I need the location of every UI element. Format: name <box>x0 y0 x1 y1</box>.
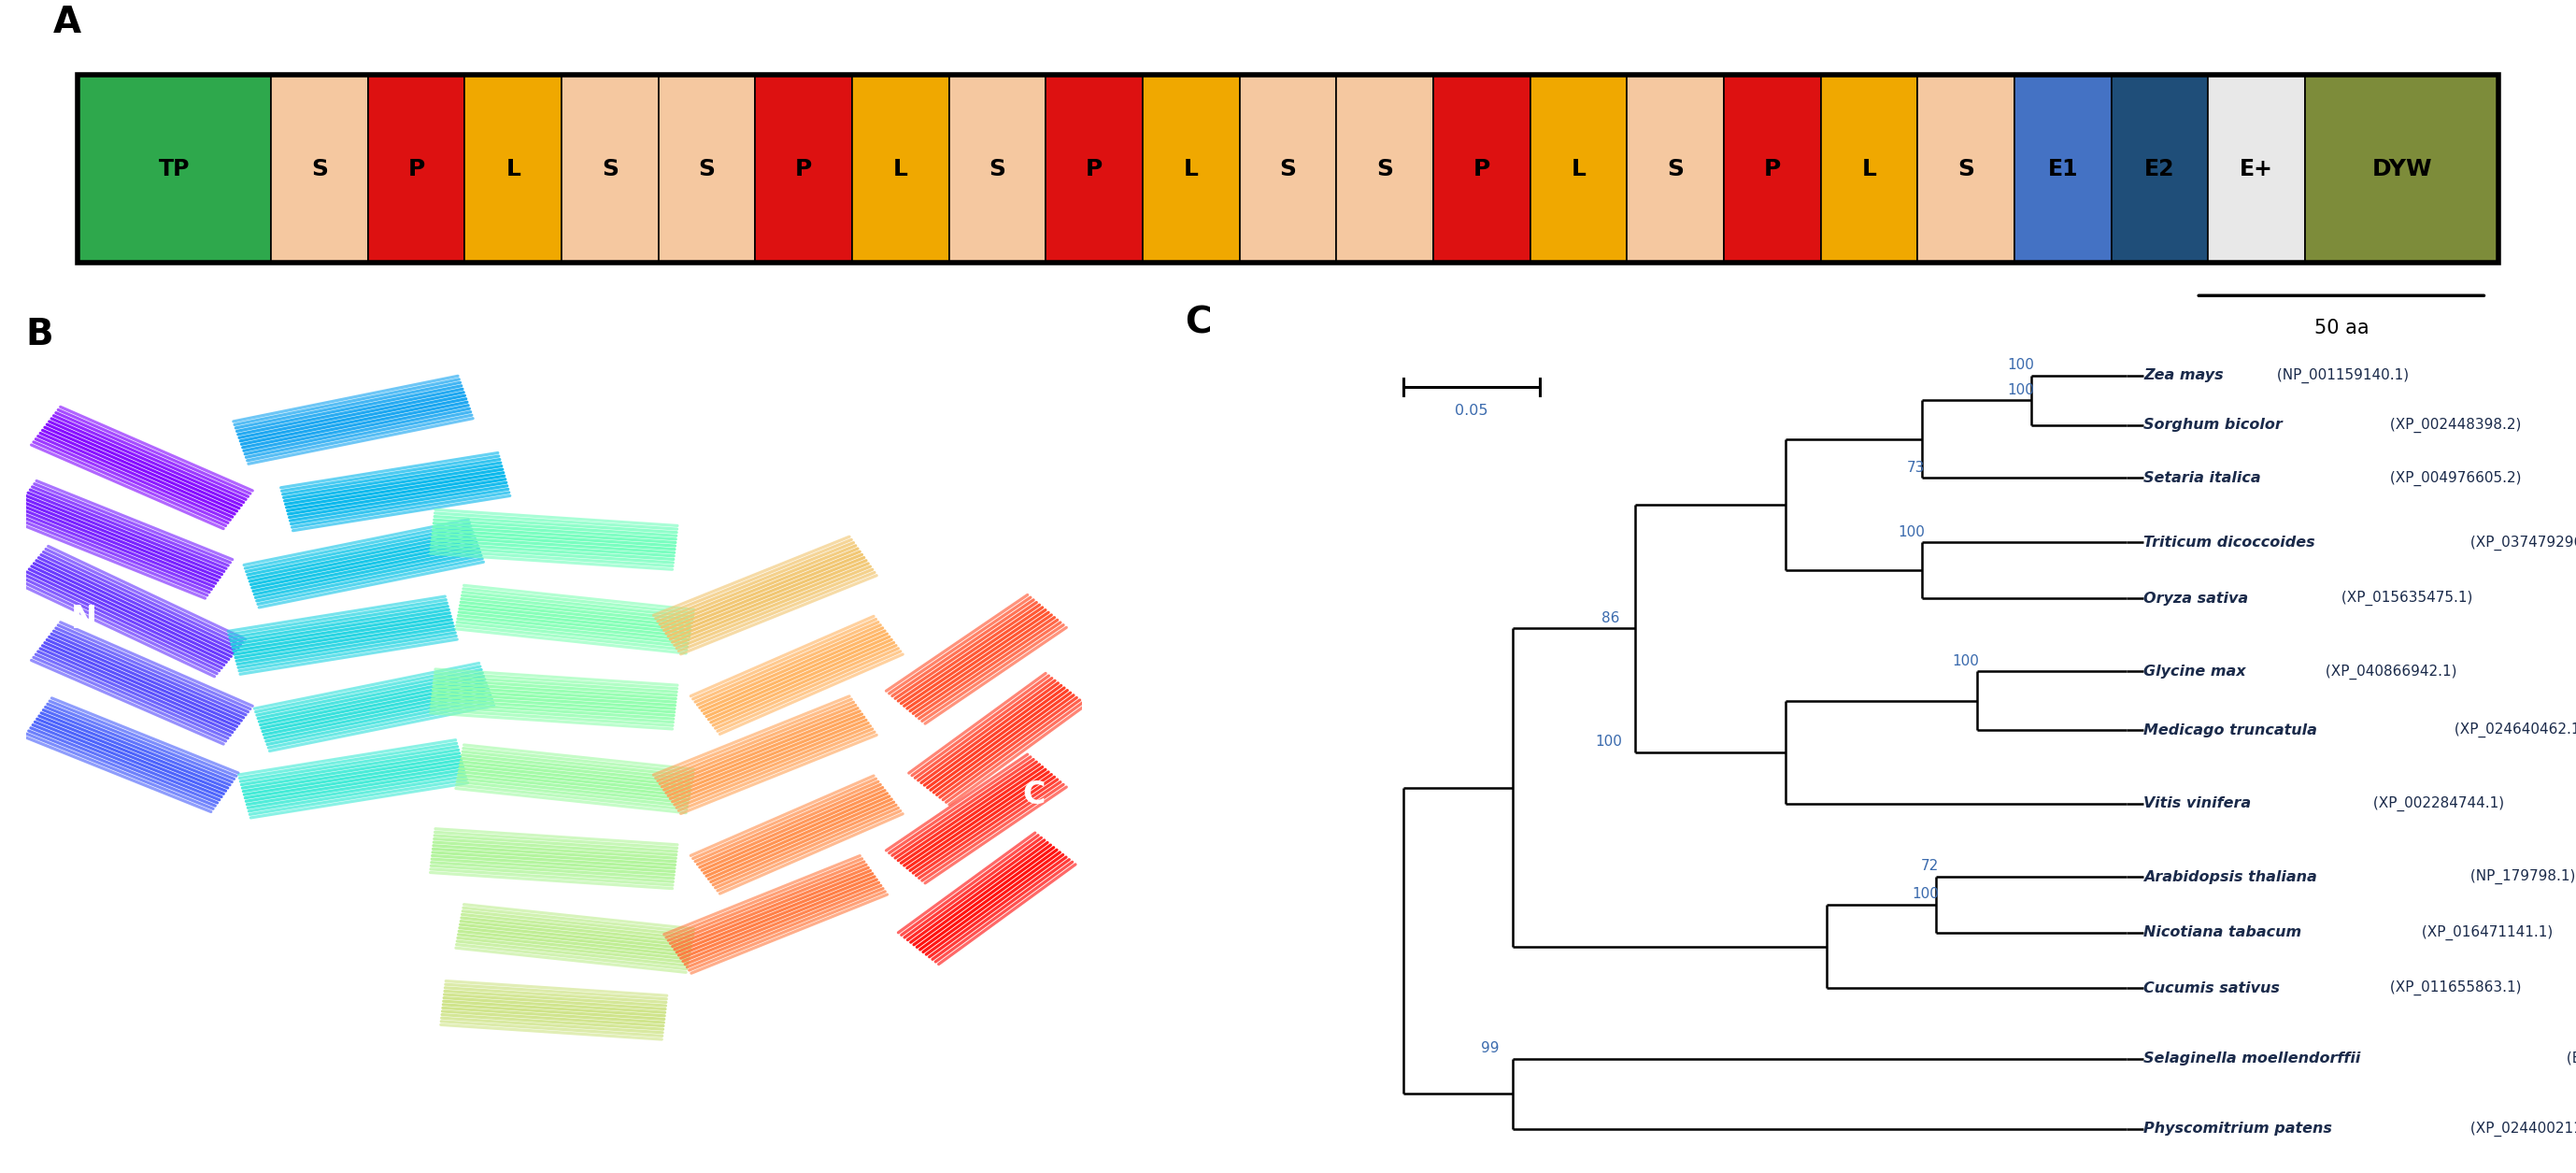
Text: TP: TP <box>160 157 191 181</box>
Text: 99: 99 <box>1481 1042 1499 1056</box>
Bar <box>2014 75 2112 263</box>
Text: Oryza sativa: Oryza sativa <box>2143 591 2249 605</box>
Text: E1: E1 <box>2048 157 2079 181</box>
Text: E+: E+ <box>2239 157 2275 181</box>
Text: (NP_001159140.1): (NP_001159140.1) <box>2272 368 2409 382</box>
Bar <box>1628 75 1723 263</box>
Text: L: L <box>505 157 520 181</box>
Text: S: S <box>603 157 618 181</box>
Bar <box>2208 75 2306 263</box>
Text: C: C <box>1023 779 1046 811</box>
Bar <box>1432 75 1530 263</box>
Bar <box>1239 75 1337 263</box>
Text: S: S <box>312 157 327 181</box>
Text: C: C <box>1185 305 1211 340</box>
Bar <box>948 75 1046 263</box>
Bar <box>2112 75 2208 263</box>
Text: B: B <box>26 317 54 352</box>
Bar <box>755 75 853 263</box>
Text: P: P <box>796 157 811 181</box>
Text: L: L <box>1862 157 1875 181</box>
Text: (XP_024400211.1): (XP_024400211.1) <box>2465 1121 2576 1137</box>
Text: 100: 100 <box>1911 887 1940 901</box>
Text: Triticum dicoccoides: Triticum dicoccoides <box>2143 536 2316 549</box>
Text: S: S <box>1958 157 1973 181</box>
Text: (XP_037479296.1): (XP_037479296.1) <box>2465 535 2576 550</box>
Text: P: P <box>1473 157 1492 181</box>
Text: Sorghum bicolor: Sorghum bicolor <box>2143 419 2282 432</box>
Text: (XP_016471141.1): (XP_016471141.1) <box>2416 925 2553 940</box>
Text: P: P <box>1765 157 1780 181</box>
Text: A: A <box>54 5 82 40</box>
Text: 100: 100 <box>1595 734 1623 748</box>
Text: 100: 100 <box>2007 358 2035 372</box>
Text: 72: 72 <box>1922 860 1940 873</box>
Text: Cucumis sativus: Cucumis sativus <box>2143 982 2280 995</box>
Text: (XP_040866942.1): (XP_040866942.1) <box>2321 664 2458 679</box>
Text: S: S <box>989 157 1005 181</box>
Bar <box>368 75 464 263</box>
Text: 100: 100 <box>2007 382 2035 396</box>
Text: (XP_024640462.1): (XP_024640462.1) <box>2450 723 2576 738</box>
Text: S: S <box>1376 157 1394 181</box>
Text: Nicotiana tabacum: Nicotiana tabacum <box>2143 925 2300 940</box>
Text: 73: 73 <box>1906 461 1924 474</box>
Text: (XP_004976605.2): (XP_004976605.2) <box>2385 470 2522 486</box>
Text: L: L <box>1571 157 1587 181</box>
Bar <box>1917 75 2014 263</box>
Text: (EFJ30900.1): (EFJ30900.1) <box>2563 1052 2576 1065</box>
Text: L: L <box>894 157 907 181</box>
Bar <box>562 75 659 263</box>
Bar <box>1530 75 1628 263</box>
Text: Setaria italica: Setaria italica <box>2143 472 2262 484</box>
Text: 86: 86 <box>1602 611 1620 625</box>
Text: S: S <box>1280 157 1296 181</box>
Text: Medicago truncatula: Medicago truncatula <box>2143 724 2316 737</box>
Text: P: P <box>407 157 425 181</box>
Bar <box>1821 75 1917 263</box>
Bar <box>853 75 948 263</box>
Text: (NP_179798.1): (NP_179798.1) <box>2465 869 2576 884</box>
Text: Glycine max: Glycine max <box>2143 665 2246 678</box>
Text: S: S <box>698 157 716 181</box>
Text: Arabidopsis thaliana: Arabidopsis thaliana <box>2143 870 2316 883</box>
Text: 100: 100 <box>1953 655 1978 667</box>
Text: Zea mays: Zea mays <box>2143 368 2223 382</box>
Bar <box>270 75 368 263</box>
Text: L: L <box>1185 157 1198 181</box>
Text: Vitis vinifera: Vitis vinifera <box>2143 796 2251 811</box>
Text: 0.05: 0.05 <box>1455 404 1489 418</box>
Bar <box>2306 75 2499 263</box>
Bar <box>77 75 270 263</box>
Text: S: S <box>1667 157 1685 181</box>
Text: (XP_015635475.1): (XP_015635475.1) <box>2336 591 2473 605</box>
Bar <box>1337 75 1432 263</box>
Bar <box>1046 75 1144 263</box>
Text: (XP_011655863.1): (XP_011655863.1) <box>2385 981 2522 996</box>
Text: (XP_002448398.2): (XP_002448398.2) <box>2385 418 2522 433</box>
Text: Physcomitrium patens: Physcomitrium patens <box>2143 1123 2331 1135</box>
Bar <box>1723 75 1821 263</box>
Text: 100: 100 <box>1899 526 1924 540</box>
Text: E2: E2 <box>2146 157 2174 181</box>
Bar <box>659 75 755 263</box>
Text: Selaginella moellendorffii: Selaginella moellendorffii <box>2143 1052 2360 1065</box>
Text: N: N <box>70 604 98 635</box>
Text: 50 aa: 50 aa <box>2313 319 2370 338</box>
Text: (XP_002284744.1): (XP_002284744.1) <box>2370 796 2504 811</box>
Bar <box>464 75 562 263</box>
Text: DYW: DYW <box>2372 157 2432 181</box>
Text: P: P <box>1084 157 1103 181</box>
Bar <box>1144 75 1239 263</box>
